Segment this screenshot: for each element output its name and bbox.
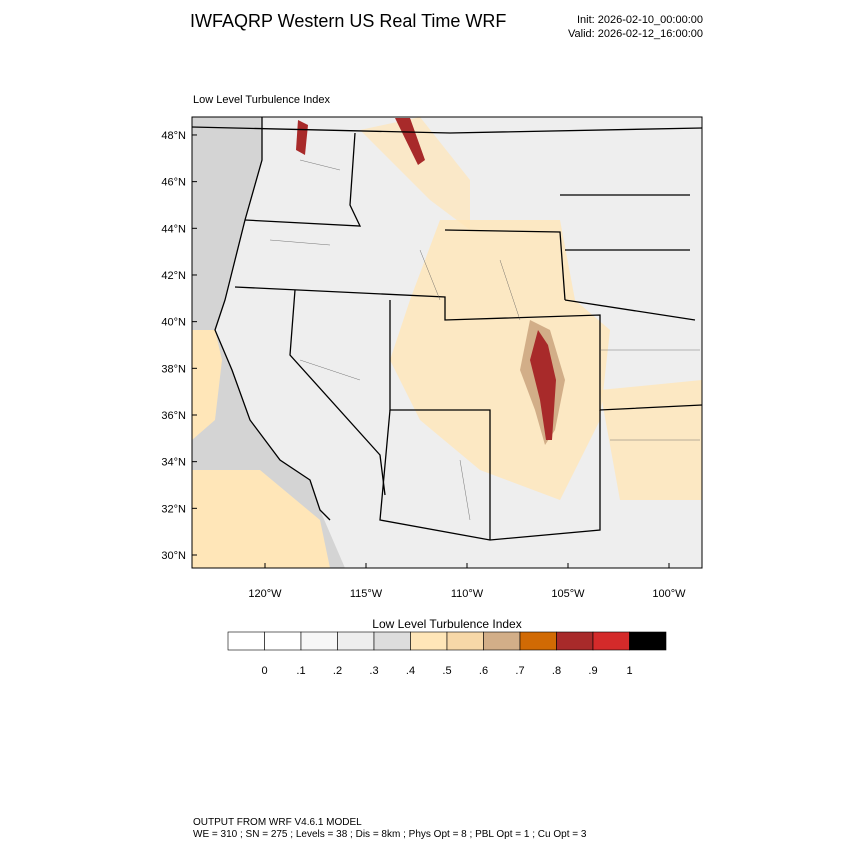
colorbar-label: .9 xyxy=(588,665,597,677)
colorbar-label: .5 xyxy=(442,665,451,677)
colorbar-box xyxy=(337,631,375,651)
lat-label: 40°N xyxy=(161,317,186,329)
colorbar-box xyxy=(483,631,521,651)
footer-line: OUTPUT FROM WRF V4.6.1 MODEL xyxy=(193,817,362,828)
colorbar-label: .1 xyxy=(296,665,305,677)
lon-label: 110°W xyxy=(451,588,484,600)
colorbar-label: .6 xyxy=(479,665,488,677)
colorbar: 0 .1 .2 .3 .4 .5 .6 .7 .8 .9 1 xyxy=(227,631,667,677)
lon-label: 100°W xyxy=(652,588,686,600)
lat-label: 46°N xyxy=(161,177,186,189)
colorbar-label: .2 xyxy=(333,665,342,677)
lat-label: 32°N xyxy=(161,503,186,515)
colorbar-box xyxy=(373,631,411,651)
colorbar-title: Low Level Turbulence Index xyxy=(372,617,521,631)
colorbar-box xyxy=(300,631,338,651)
init-time: Init: 2026-02-10_00:00:00 xyxy=(577,14,703,26)
colorbar-box xyxy=(556,631,594,651)
colorbar-box xyxy=(446,631,484,651)
lon-label: 105°W xyxy=(551,588,585,600)
colorbar-box xyxy=(227,631,265,651)
footer-line: WE = 310 ; SN = 275 ; Levels = 38 ; Dis … xyxy=(193,829,587,840)
title: IWFAQRP Western US Real Time WRF xyxy=(190,11,506,31)
colorbar-label: 0 xyxy=(261,665,267,677)
colorbar-label: .4 xyxy=(406,665,415,677)
lat-label: 34°N xyxy=(161,457,186,469)
colorbar-box xyxy=(410,631,448,651)
colorbar-box xyxy=(519,631,557,651)
map-subtitle: Low Level Turbulence Index xyxy=(193,94,330,106)
valid-time: Valid: 2026-02-12_16:00:00 xyxy=(568,28,703,40)
lat-label: 42°N xyxy=(161,270,186,282)
colorbar-label: 1 xyxy=(626,665,632,677)
lat-label: 44°N xyxy=(161,223,186,235)
lon-label: 115°W xyxy=(350,588,383,600)
colorbar-box xyxy=(592,631,630,651)
colorbar-box xyxy=(629,631,667,651)
colorbar-label: .7 xyxy=(515,665,524,677)
colorbar-label: .3 xyxy=(369,665,378,677)
lat-label: 30°N xyxy=(161,550,186,562)
colorbar-box xyxy=(264,631,302,651)
map: 30°N 32°N 34°N 36°N 38°N 40°N 42°N 44°N 46°N 48°N… xyxy=(161,116,703,600)
colorbar-label: .8 xyxy=(552,665,561,677)
lon-label: 120°W xyxy=(248,588,282,600)
lat-label: 38°N xyxy=(161,363,186,375)
lat-label: 36°N xyxy=(161,410,186,422)
lat-label: 48°N xyxy=(161,130,186,142)
